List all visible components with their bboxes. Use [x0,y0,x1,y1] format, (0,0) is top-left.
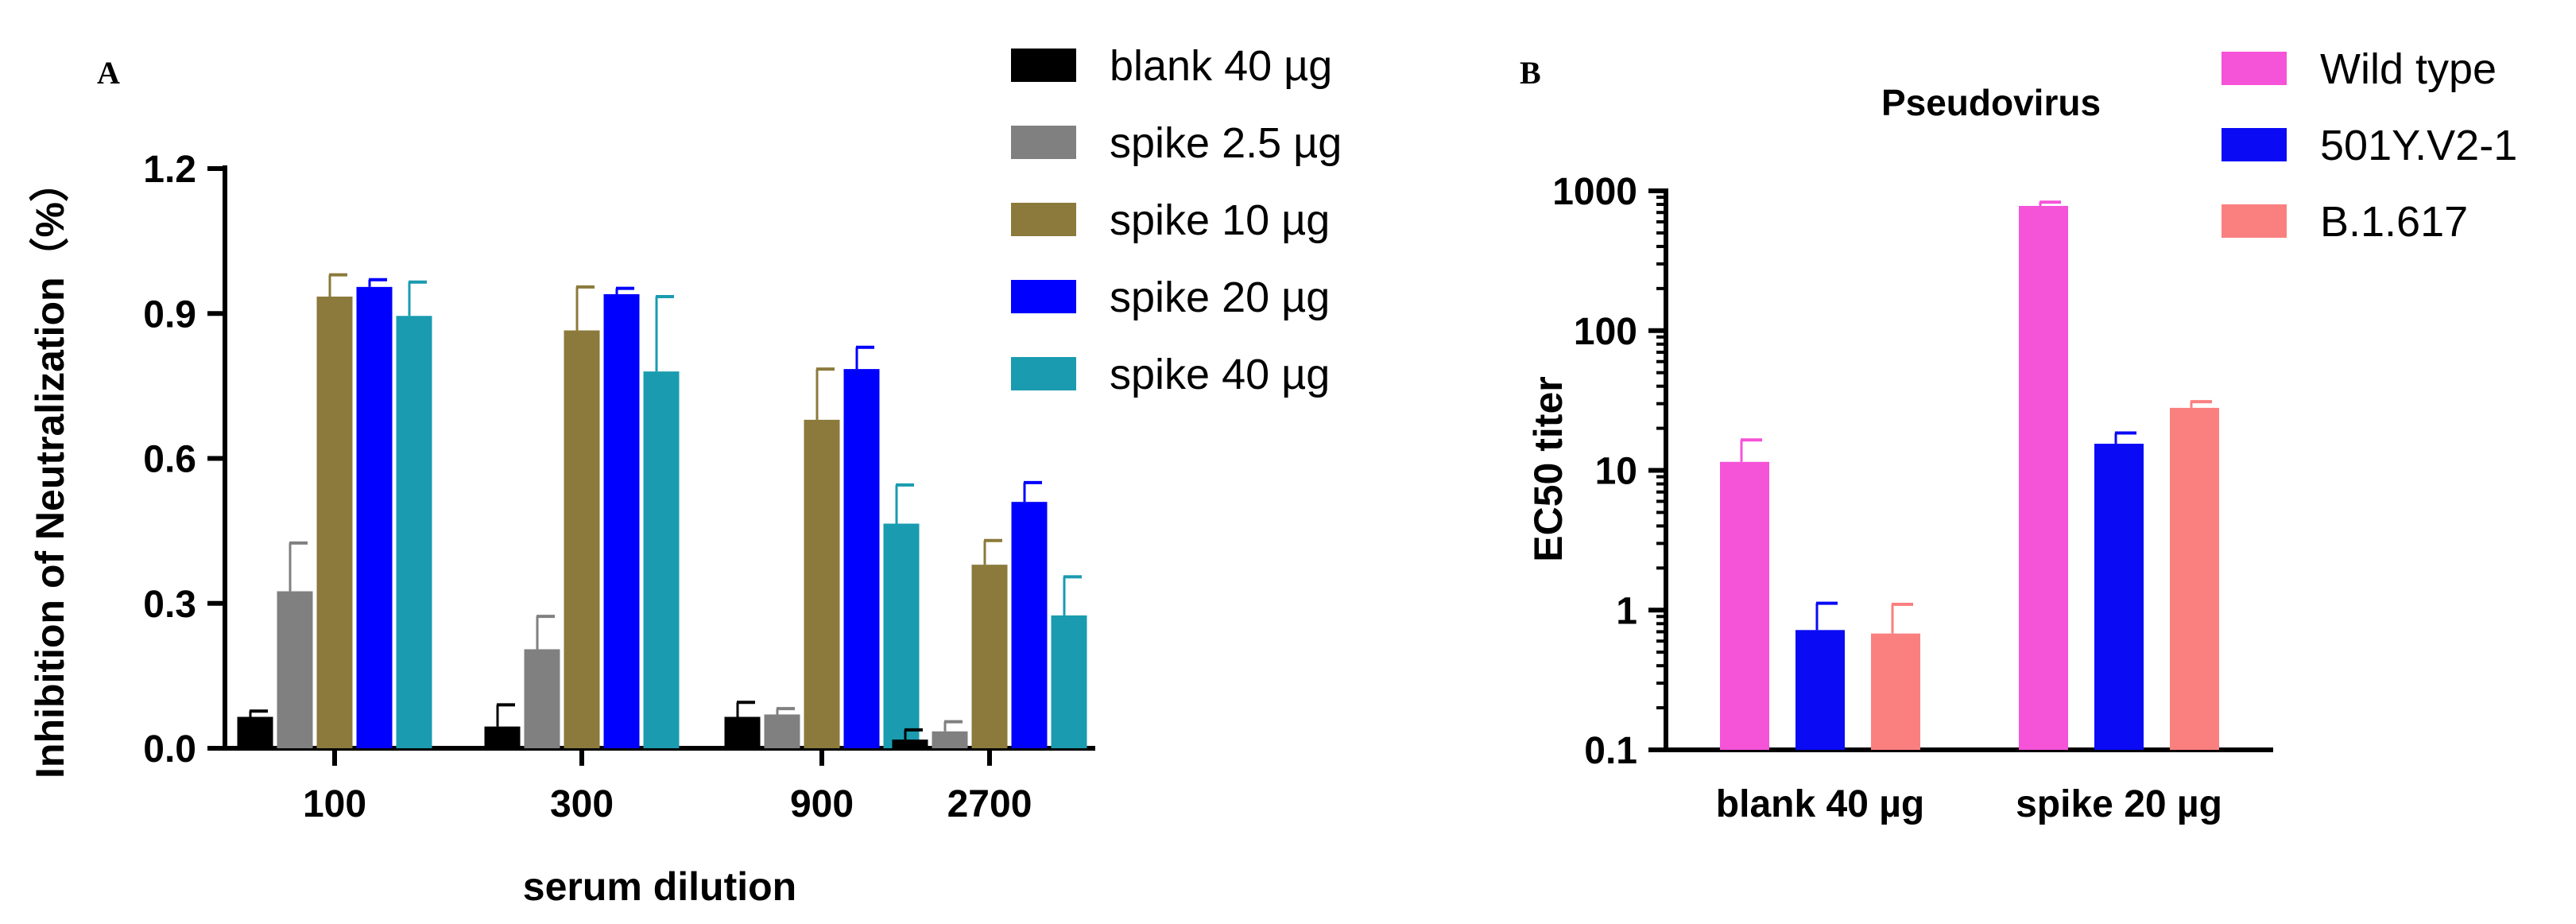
bar [396,316,432,749]
bar [764,714,800,748]
bar [643,371,680,748]
y-tick-label: 0.6 [143,439,196,481]
bar [524,649,560,748]
bar [237,716,273,748]
bar [1795,630,1845,750]
x-tick-label: 100 [303,783,366,825]
bar [1871,633,1920,750]
y-tick-label: 0.1 [1584,730,1637,772]
bar [2170,407,2219,750]
legend-swatch [1011,203,1076,236]
y-tick-label: 0.9 [143,293,196,336]
legend-swatch [1011,357,1076,390]
panel-a-chart: 0.0 0.3 0.6 0.9 1.2 100 300 900 2700 serum diluti… [28,42,1342,909]
legend-label: Wild type [2320,45,2497,93]
bar [892,740,928,748]
x-tick-label: blank 40 µg [1716,783,1924,825]
y-tick-label: 10 [1595,451,1637,493]
bar [1011,502,1048,748]
x-tick-label: 900 [790,783,854,825]
bar [1720,461,1769,750]
legend-swatch [1011,49,1076,82]
y-tick-label: 0.0 [143,728,196,771]
bar [971,565,1008,748]
y-tick-label: 0.3 [143,584,196,626]
legend-swatch [2222,52,2287,85]
x-tick-label: 300 [550,783,614,825]
chart-title: Pseudovirus [1881,82,2101,123]
y-tick-label: 100 [1574,311,1637,353]
legend-swatch [1011,280,1076,313]
legend-label: 501Y.V2-1 [2320,122,2517,169]
legend-label: spike 2.5 µg [1110,119,1342,167]
bar [883,523,920,748]
bar [277,591,313,748]
legend-swatch [1011,126,1076,159]
x-tick-label: 2700 [947,783,1032,825]
legend-label: spike 20 µg [1110,274,1330,321]
y-tick-label: 1.2 [143,149,196,191]
bar [2094,444,2144,750]
panel-a-label: A [97,55,120,91]
bar [843,369,880,748]
bar [1051,615,1087,748]
y-axis-title: EC50 titer [1526,376,1571,561]
bar [724,716,761,748]
bar [564,330,600,748]
bar [2019,205,2068,751]
panel-b-label: B [1520,55,1541,91]
bar [316,296,353,748]
legend-swatch [2222,128,2287,161]
bar [484,726,521,748]
bar [932,731,968,748]
x-tick-label: spike 20 µg [2016,783,2222,825]
legend-label: blank 40 µg [1110,42,1332,90]
bar [603,293,640,748]
x-axis-title: serum dilution [523,864,796,909]
y-axis-title: Inhibition of Neutralization（%） [28,162,72,778]
bar [804,419,840,748]
panel-b-chart: 0.1 1 10 100 1000 blank 40 µg spike 20 µg Pseud… [1526,45,2517,825]
legend-label: spike 40 µg [1110,351,1330,398]
bar [356,286,393,748]
legend-label: spike 10 µg [1110,196,1330,244]
y-tick-label: 1 [1616,590,1637,632]
legend-label: B.1.617 [2320,198,2468,246]
legend-swatch [2222,204,2287,238]
y-tick-label: 1000 [1552,171,1637,213]
